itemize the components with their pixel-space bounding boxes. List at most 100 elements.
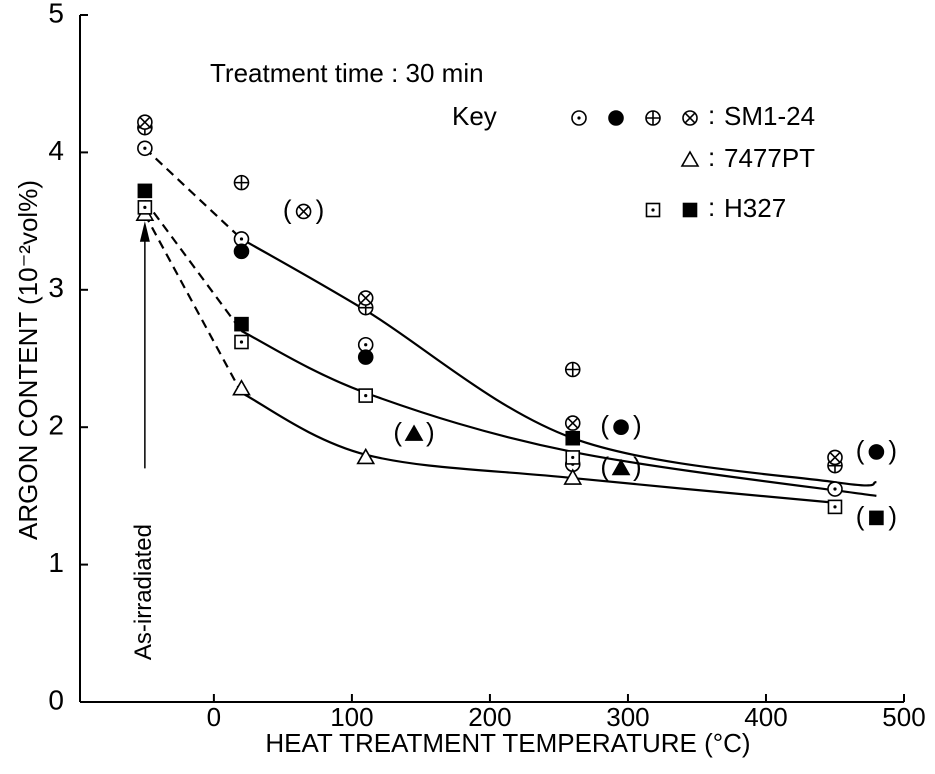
marker-shape [611, 458, 631, 476]
marker-shape [608, 110, 624, 126]
legend-separator: : [708, 100, 715, 130]
data-point [564, 415, 581, 431]
data-point [137, 140, 153, 157]
bracket: ) [426, 417, 435, 447]
marker-shape [356, 447, 376, 465]
marker-shape [233, 243, 250, 260]
legend-separator: : [708, 192, 715, 222]
data-point [234, 316, 249, 332]
legend-title: Key [452, 101, 497, 131]
marker-dot [577, 116, 581, 120]
data-point [611, 458, 631, 476]
marker-shape [563, 468, 583, 485]
data-point [613, 419, 629, 436]
marker-shape [680, 150, 700, 167]
x-axis-label: HEAT TREATMENT TEMPERATURE (°C) [265, 728, 750, 758]
marker-dot [239, 237, 244, 241]
marker-dot [571, 455, 575, 460]
marker-shape [404, 424, 424, 441]
data-point [232, 379, 251, 396]
data-point [233, 174, 250, 191]
x-tick-label: 100 [330, 702, 373, 732]
legend-entry: : H327 [645, 192, 786, 223]
x-tick-label: 500 [882, 702, 925, 732]
marker-plus [565, 362, 580, 377]
marker-shape [234, 316, 249, 332]
y-axis-label: ARGON CONTENT (10⁻²vol%) [13, 180, 43, 540]
legend-label: H327 [724, 193, 786, 223]
data-point [357, 290, 374, 306]
legend-separator: : [708, 142, 715, 172]
trend-curve [143, 199, 243, 332]
marker-dot [143, 146, 147, 150]
data-point [827, 499, 843, 515]
y-tick-label: 0 [48, 684, 64, 715]
marker-shape [869, 510, 884, 526]
bracket: ( [856, 501, 865, 531]
x-tick-label: 0 [207, 702, 221, 732]
data-point [356, 447, 376, 465]
arrow-head [139, 221, 150, 242]
bracket: ( [283, 194, 292, 224]
marker-dot [833, 487, 837, 491]
bracket: ( [600, 451, 609, 481]
marker-dot [364, 393, 368, 398]
data-point [868, 444, 885, 460]
data-point [295, 203, 312, 220]
trend-curve [240, 330, 877, 497]
x-tick-label: 400 [744, 702, 787, 732]
bracket: ) [633, 451, 642, 481]
marker-cross [139, 116, 151, 128]
bracket: ) [888, 501, 897, 531]
bracket: ( [856, 435, 865, 465]
marker-shape [868, 444, 885, 460]
trend-curve [144, 147, 243, 240]
data-point [357, 349, 374, 365]
y-tick-label: 5 [48, 0, 64, 28]
data-point [233, 243, 250, 260]
marker-dot [239, 340, 244, 344]
y-tick-label: 4 [48, 135, 64, 166]
as-irradiated-label: As-irradiated [130, 524, 157, 660]
trend-curve [240, 391, 836, 504]
marker-shape [137, 183, 153, 199]
data-point [137, 200, 153, 215]
marker-dot [833, 505, 837, 509]
marker-dot [143, 205, 147, 209]
data-point [404, 424, 424, 441]
data-point [563, 468, 583, 485]
legend-entry: :7477PT [680, 142, 815, 173]
marker-plus [234, 175, 249, 190]
bracket: ) [316, 194, 325, 224]
x-tick-label: 300 [606, 702, 649, 732]
marker-cross [360, 292, 372, 304]
trend-curve [143, 213, 243, 394]
marker-dot [364, 343, 368, 347]
marker-shape [682, 202, 698, 218]
marker-dot [651, 208, 655, 212]
data-point [358, 388, 374, 403]
legend-entry: : SM1-24 [571, 100, 815, 131]
data-point [869, 510, 884, 526]
marker-cross [298, 206, 310, 217]
data-point [137, 183, 153, 199]
data-point [564, 361, 581, 378]
data-point [565, 450, 581, 465]
legend-label: 7477PT [724, 143, 815, 173]
marker-shape [357, 349, 374, 365]
marker-cross [567, 417, 579, 429]
bracket: ( [600, 410, 609, 440]
data-point [827, 449, 843, 466]
x-tick-label: 200 [468, 702, 511, 732]
marker-cross [829, 451, 841, 463]
y-tick-label: 2 [48, 410, 64, 441]
marker-shape [232, 379, 251, 396]
data-point [827, 481, 843, 497]
marker-cross [684, 112, 696, 124]
data-point [565, 430, 581, 446]
annotation: Treatment time : 30 min [210, 58, 484, 88]
y-tick-label: 1 [48, 547, 64, 578]
marker-shape [613, 419, 629, 436]
bracket: ( [393, 417, 402, 447]
